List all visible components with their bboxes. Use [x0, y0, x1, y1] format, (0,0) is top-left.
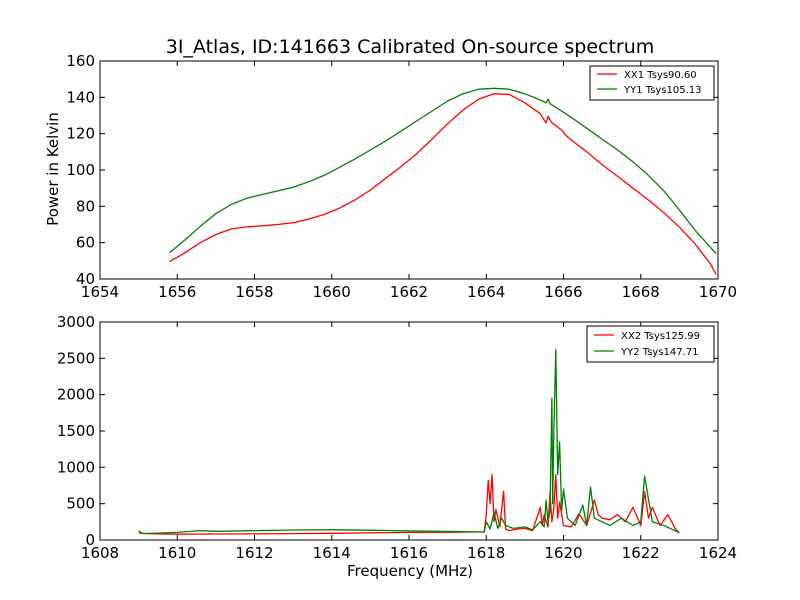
bottom-legend-box — [586, 325, 715, 363]
x-tick-label: 1660 — [313, 283, 351, 301]
y-tick-label: 40 — [76, 270, 95, 288]
x-tick-label: 1670 — [699, 283, 737, 301]
y-tick-label: 3000 — [57, 313, 95, 331]
x-tick-label: 1662 — [390, 283, 428, 301]
x-tick-label: 1618 — [467, 544, 505, 562]
top-legend-box — [589, 65, 715, 101]
bottom-series-lines — [138, 348, 680, 535]
x-tick-label: 1610 — [158, 544, 196, 562]
top-spectrum-chart: 3I_Atlas, ID:141663 Calibrated On-source… — [44, 36, 737, 301]
series-line-yy1 — [169, 87, 717, 255]
y-tick-label: 1500 — [57, 422, 95, 440]
top-axis-ticks: 1654 1656 1658 1660 1662 1664 1666 1668 1670 40 60… — [66, 52, 737, 301]
x-tick-label: 1624 — [699, 544, 737, 562]
y-tick-label: 160 — [66, 52, 95, 70]
x-axis-label: Frequency (MHz) — [347, 562, 473, 580]
x-tick-label: 1664 — [467, 283, 505, 301]
x-tick-label: 1622 — [622, 544, 660, 562]
bottom-axis-ticks: 1608 1610 1612 1614 1616 1618 1620 1622 1624 0 500… — [57, 313, 737, 562]
top-series-lines — [169, 87, 717, 275]
y-axis-label: Power in Kelvin — [44, 112, 62, 226]
series-line-yy2 — [138, 348, 680, 535]
x-tick-label: 1620 — [544, 544, 582, 562]
y-tick-label: 1000 — [57, 458, 95, 476]
series-line-xx1 — [169, 93, 717, 275]
bottom-plot-frame — [99, 321, 719, 541]
y-tick-label: 60 — [76, 234, 95, 252]
x-tick-label: 1614 — [313, 544, 351, 562]
x-tick-label: 1658 — [235, 283, 273, 301]
chart-title: 3I_Atlas, ID:141663 Calibrated On-source… — [166, 36, 655, 58]
y-tick-label: 140 — [66, 88, 95, 106]
x-tick-label: 1666 — [544, 283, 582, 301]
y-tick-label: 100 — [66, 161, 95, 179]
x-tick-label: 1608 — [81, 544, 119, 562]
y-tick-label: 80 — [76, 197, 95, 215]
bottom-legend-label-yy2: YY2 Tsys147.71 — [620, 347, 699, 358]
top-legend-label-yy1: YY1 Tsys105.13 — [623, 85, 702, 96]
x-tick-label: 1656 — [158, 283, 196, 301]
bottom-legend: XX2 Tsys125.99 YY2 Tsys147.71 — [586, 325, 715, 363]
x-tick-label: 1668 — [622, 283, 660, 301]
y-tick-label: 0 — [85, 531, 95, 549]
bottom-spectrum-chart: Frequency (MHz) 1608 1610 1612 1614 1616 1618… — [57, 313, 737, 580]
x-tick-label: 1612 — [235, 544, 273, 562]
y-tick-label: 120 — [66, 125, 95, 143]
series-line-xx2 — [138, 473, 680, 535]
top-plot-frame — [99, 60, 719, 280]
x-tick-label: 1616 — [390, 544, 428, 562]
x-tick-label: 1654 — [81, 283, 119, 301]
top-legend: XX1 Tsys90.60 YY1 Tsys105.13 — [589, 65, 715, 101]
bottom-legend-label-xx2: XX2 Tsys125.99 — [621, 331, 700, 342]
y-tick-label: 2000 — [57, 386, 95, 404]
y-tick-label: 2500 — [57, 349, 95, 367]
y-tick-label: 500 — [66, 495, 95, 513]
top-legend-label-xx1: XX1 Tsys90.60 — [624, 70, 697, 81]
